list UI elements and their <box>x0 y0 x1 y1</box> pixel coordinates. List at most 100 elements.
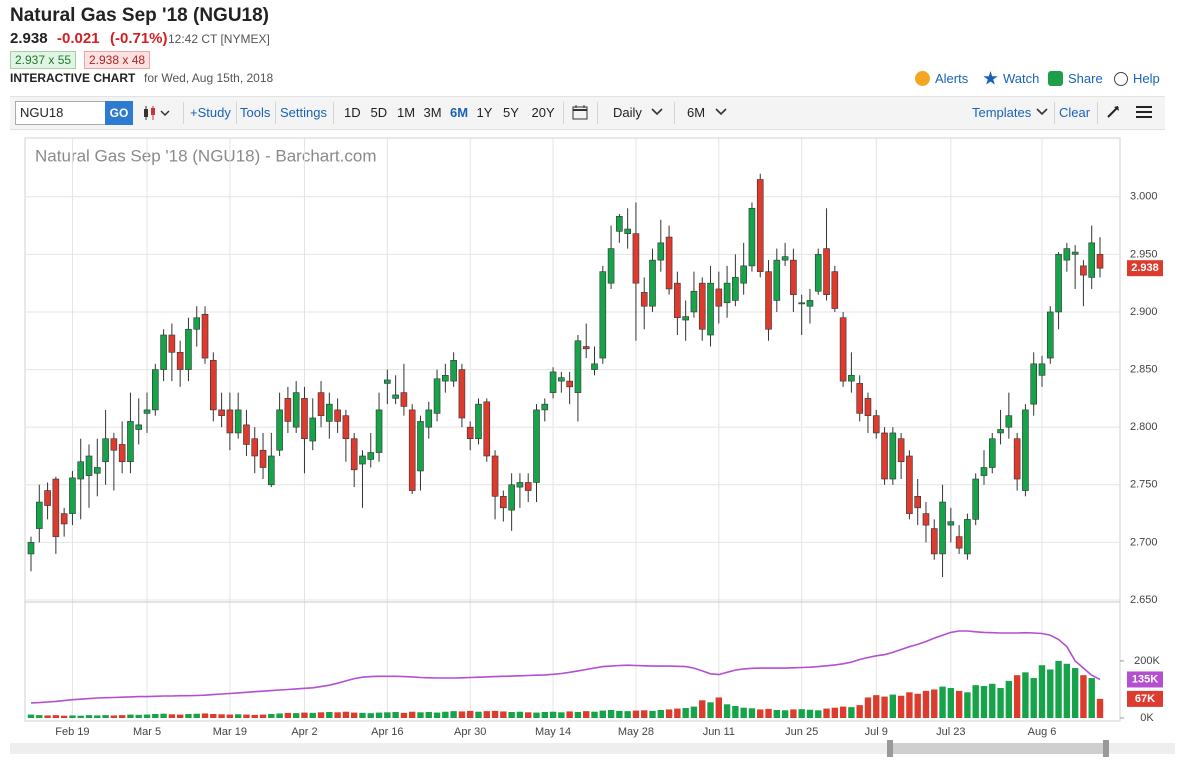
volume-bar <box>632 710 640 718</box>
volume-bar <box>773 710 781 718</box>
go-button[interactable]: GO <box>105 101 133 125</box>
clear-button[interactable]: Clear <box>1059 105 1091 120</box>
period-button[interactable]: 1D <box>344 105 361 120</box>
volume-bar <box>616 710 623 718</box>
candle-body <box>806 300 814 307</box>
draw-icon[interactable] <box>1106 105 1120 119</box>
volume-bar <box>947 688 955 718</box>
calendar-icon[interactable] <box>572 104 588 120</box>
volume-bar <box>1047 669 1054 718</box>
volume-bar <box>110 715 118 718</box>
volume-bar <box>176 714 184 718</box>
candle-body <box>210 360 217 411</box>
volume-tick-label: 200K <box>1134 655 1160 667</box>
candle-body <box>848 375 855 382</box>
candle-body <box>301 398 308 440</box>
scroll-grip[interactable] <box>1103 740 1109 757</box>
period-button[interactable]: 5Y <box>503 105 519 120</box>
watch-link[interactable]: Watch <box>983 71 1039 86</box>
share-link[interactable]: Share <box>1048 71 1103 86</box>
volume-bar <box>500 711 507 718</box>
settings-button[interactable]: Settings <box>280 105 327 120</box>
candle-body <box>988 438 996 468</box>
period-button[interactable]: 20Y <box>531 105 555 120</box>
y-tick-label: 2.700 <box>1130 536 1158 548</box>
candle-body <box>756 179 764 272</box>
candle-body <box>392 394 399 399</box>
chart-type-icon[interactable] <box>142 104 174 122</box>
candle-body <box>864 398 872 416</box>
interval-select[interactable]: Daily <box>613 105 642 120</box>
candle-body <box>715 288 723 307</box>
candle-body <box>549 371 557 393</box>
symbol-input[interactable]: NGU18 <box>15 101 109 125</box>
candle-body <box>292 392 300 428</box>
watch-text[interactable]: Watch <box>1003 71 1040 86</box>
candle-body <box>790 259 797 295</box>
candle-body <box>1013 438 1021 480</box>
volume-bar <box>897 695 905 718</box>
volume-bar <box>85 715 93 718</box>
candle-body <box>102 438 109 463</box>
candle-body <box>765 271 772 330</box>
share-text[interactable]: Share <box>1068 71 1103 86</box>
volume-bar <box>359 712 366 718</box>
candle-body <box>889 432 897 480</box>
dropdown-icon <box>1036 108 1048 116</box>
help-link[interactable]: Help <box>1114 71 1160 86</box>
volume-bar <box>525 712 532 718</box>
volume-bar <box>831 707 839 718</box>
section-title: INTERACTIVE CHART <box>10 71 136 85</box>
candle-body <box>632 233 640 284</box>
candle-body <box>665 236 673 290</box>
candle-body <box>922 513 930 526</box>
candle-body <box>77 461 85 480</box>
volume-bar <box>400 712 408 718</box>
scroll-grip[interactable] <box>887 740 893 757</box>
alerts-link[interactable]: Alerts <box>915 71 968 86</box>
volume-bar <box>1088 678 1095 718</box>
tools-button[interactable]: Tools <box>240 105 271 120</box>
candle-body <box>60 513 68 525</box>
candle-body <box>1038 363 1046 376</box>
volume-bar <box>60 715 68 718</box>
candle-body <box>342 415 350 440</box>
templates-button[interactable]: Templates <box>972 105 1032 120</box>
x-tick-label: Feb 19 <box>55 726 89 738</box>
candle-body <box>350 438 358 471</box>
alerts-text[interactable]: Alerts <box>935 71 969 86</box>
range-select[interactable]: 6M <box>687 105 706 120</box>
volume-bar <box>301 712 308 718</box>
candle-body <box>491 455 499 497</box>
volume-bar <box>483 711 490 718</box>
period-button[interactable]: 1M <box>397 105 416 120</box>
period-button[interactable]: 5D <box>370 105 388 120</box>
candle-body <box>914 496 921 509</box>
volume-bar <box>102 715 109 718</box>
scrollbar[interactable] <box>10 743 1175 754</box>
volume-bar <box>408 711 416 718</box>
period-button[interactable]: 3M <box>423 105 442 120</box>
volume-bar <box>599 710 606 718</box>
study-button[interactable]: +Study <box>190 105 231 120</box>
candle-body <box>508 484 515 511</box>
period-button[interactable]: 1Y <box>476 105 493 120</box>
candle-body <box>135 424 143 430</box>
menu-icon[interactable] <box>1136 106 1152 119</box>
volume-bar <box>715 697 723 718</box>
volume-bar <box>392 712 399 718</box>
x-tick-label: Jul 9 <box>865 726 888 738</box>
candle-body <box>185 328 192 370</box>
period-button[interactable]: 6M <box>450 105 469 120</box>
candle-body <box>69 477 76 514</box>
volume-bar <box>740 707 747 718</box>
volume-bar <box>375 712 383 718</box>
volume-bar <box>972 685 979 718</box>
help-text[interactable]: Help <box>1133 71 1160 86</box>
candle-body <box>193 317 201 330</box>
scroll-handle[interactable] <box>890 743 1106 754</box>
volume-bar <box>226 714 234 718</box>
volume-bar <box>52 715 60 718</box>
candle-body <box>118 444 126 463</box>
toolbar: NGU18 GO +Study Tools Settings 1D 5D 1M 3M 6… <box>10 96 1165 130</box>
